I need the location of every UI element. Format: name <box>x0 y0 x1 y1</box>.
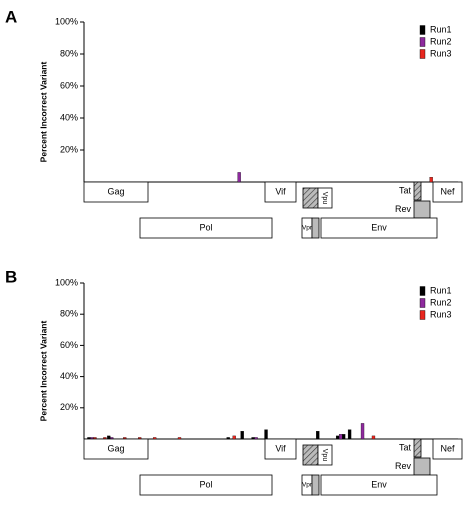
gene-label: Nef <box>440 443 455 453</box>
gene-label: Vpu <box>321 192 328 205</box>
y-tick-label: 20% <box>60 144 78 154</box>
legend-swatch <box>419 37 426 47</box>
gene-box <box>432 181 463 203</box>
gene-box <box>311 217 320 239</box>
gene-box <box>320 474 438 496</box>
legend-label: Run2 <box>430 297 452 307</box>
gene-box <box>83 438 149 460</box>
bar <box>371 435 376 440</box>
bar <box>347 429 352 440</box>
gene-box <box>311 474 320 496</box>
bar <box>429 177 433 183</box>
bar <box>240 431 244 440</box>
bar <box>316 431 320 440</box>
y-tick-label: 80% <box>60 48 78 58</box>
gene-box <box>413 438 422 458</box>
gene-box <box>139 474 273 496</box>
bar <box>237 172 241 183</box>
gene-label: Vpr <box>302 482 313 489</box>
gene-label: Env <box>371 222 387 232</box>
gene-label: Env <box>371 479 387 489</box>
gene-box <box>264 181 297 203</box>
gene-label: Rev <box>395 461 412 471</box>
legend-swatch <box>419 298 426 308</box>
y-tick-label: 60% <box>60 340 78 350</box>
bar <box>254 437 258 440</box>
legend-label: Run1 <box>430 24 452 34</box>
bar <box>152 437 157 440</box>
bar <box>341 434 346 440</box>
gene-label: Pol <box>199 479 212 489</box>
gene-box <box>302 444 319 466</box>
gene-label: Rev <box>395 204 412 214</box>
gene-label: Vif <box>275 443 286 453</box>
bar <box>177 437 182 440</box>
legend-swatch <box>419 286 426 296</box>
bar <box>335 435 340 440</box>
legend-label: Run3 <box>430 309 452 319</box>
gene-box <box>413 457 431 476</box>
bar <box>226 437 230 440</box>
bar <box>251 437 255 440</box>
gene-box <box>83 181 149 203</box>
legend-label: Run3 <box>430 48 452 58</box>
gene-label: Nef <box>440 186 455 196</box>
bar <box>107 435 111 440</box>
gene-box <box>317 187 333 209</box>
y-axis-label: Percent Incorrect Variant <box>38 62 48 163</box>
y-tick-label: 60% <box>60 80 78 90</box>
gene-label: Vpr <box>302 225 313 232</box>
y-axis-label: Percent Incorrect Variant <box>38 321 48 422</box>
gene-box <box>317 444 333 466</box>
panel-label: A <box>5 7 17 26</box>
gene-box <box>302 187 319 209</box>
gene-label: Vif <box>275 186 286 196</box>
gene-label: Gag <box>107 443 124 453</box>
y-tick-label: 80% <box>60 309 78 319</box>
gene-box <box>320 217 438 239</box>
bar <box>338 434 343 440</box>
legend-label: Run2 <box>430 36 452 46</box>
bar <box>360 423 365 440</box>
gene-label: Gag <box>107 186 124 196</box>
gene-box <box>432 438 463 460</box>
legend-swatch <box>419 49 426 59</box>
gene-box <box>413 200 431 219</box>
y-tick-label: 40% <box>60 371 78 381</box>
gene-box <box>413 181 422 201</box>
y-tick-label: 40% <box>60 112 78 122</box>
legend-swatch <box>419 25 426 35</box>
bar <box>232 435 236 440</box>
gene-box <box>264 438 297 460</box>
y-tick-label: 100% <box>55 16 78 26</box>
gene-label: Tat <box>399 442 412 452</box>
legend-swatch <box>419 310 426 320</box>
gene-label: Vpu <box>321 449 328 462</box>
bar <box>264 429 268 440</box>
y-tick-label: 100% <box>55 277 78 287</box>
y-tick-label: 20% <box>60 402 78 412</box>
gene-box <box>139 217 273 239</box>
gene-label: Tat <box>399 185 412 195</box>
gene-label: Pol <box>199 222 212 232</box>
legend-label: Run1 <box>430 285 452 295</box>
panel-label: B <box>5 267 17 286</box>
